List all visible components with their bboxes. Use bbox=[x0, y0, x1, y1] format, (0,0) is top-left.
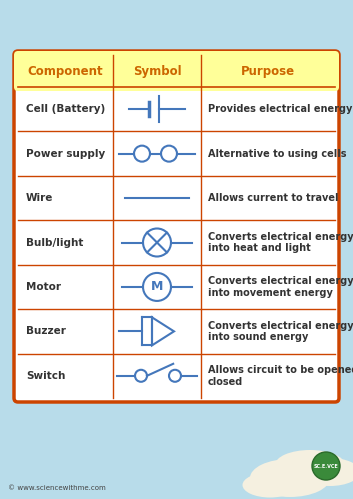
Polygon shape bbox=[18, 81, 335, 87]
Text: Allows current to travel: Allows current to travel bbox=[208, 193, 339, 203]
Text: Allows circuit to be opened or
closed: Allows circuit to be opened or closed bbox=[208, 365, 353, 387]
Text: SC.E.VCE: SC.E.VCE bbox=[313, 464, 339, 469]
Ellipse shape bbox=[275, 450, 345, 480]
Text: Motor: Motor bbox=[26, 282, 61, 292]
Text: Converts electrical energy
into movement energy: Converts electrical energy into movement… bbox=[208, 276, 353, 298]
Text: Purpose: Purpose bbox=[241, 64, 295, 77]
Ellipse shape bbox=[250, 459, 330, 497]
Text: Provides electrical energy: Provides electrical energy bbox=[208, 104, 352, 114]
Text: Alternative to using cells: Alternative to using cells bbox=[208, 149, 347, 159]
Text: Converts electrical energy
into heat and light: Converts electrical energy into heat and… bbox=[208, 232, 353, 253]
Circle shape bbox=[312, 452, 340, 480]
Text: Cell (Battery): Cell (Battery) bbox=[26, 104, 105, 114]
Ellipse shape bbox=[243, 473, 298, 498]
FancyBboxPatch shape bbox=[14, 51, 339, 402]
Text: Switch: Switch bbox=[26, 371, 65, 381]
Text: Power supply: Power supply bbox=[26, 149, 105, 159]
Text: © www.sciencewithme.com: © www.sciencewithme.com bbox=[8, 485, 106, 491]
Text: Component: Component bbox=[28, 64, 103, 77]
Text: Buzzer: Buzzer bbox=[26, 326, 66, 336]
Text: Wire: Wire bbox=[26, 193, 53, 203]
Text: Symbol: Symbol bbox=[133, 64, 181, 77]
Ellipse shape bbox=[300, 458, 353, 486]
Text: M: M bbox=[151, 280, 163, 293]
Text: Bulb/light: Bulb/light bbox=[26, 238, 83, 248]
Text: Converts electrical energy
into sound energy: Converts electrical energy into sound en… bbox=[208, 320, 353, 342]
FancyBboxPatch shape bbox=[14, 51, 339, 91]
